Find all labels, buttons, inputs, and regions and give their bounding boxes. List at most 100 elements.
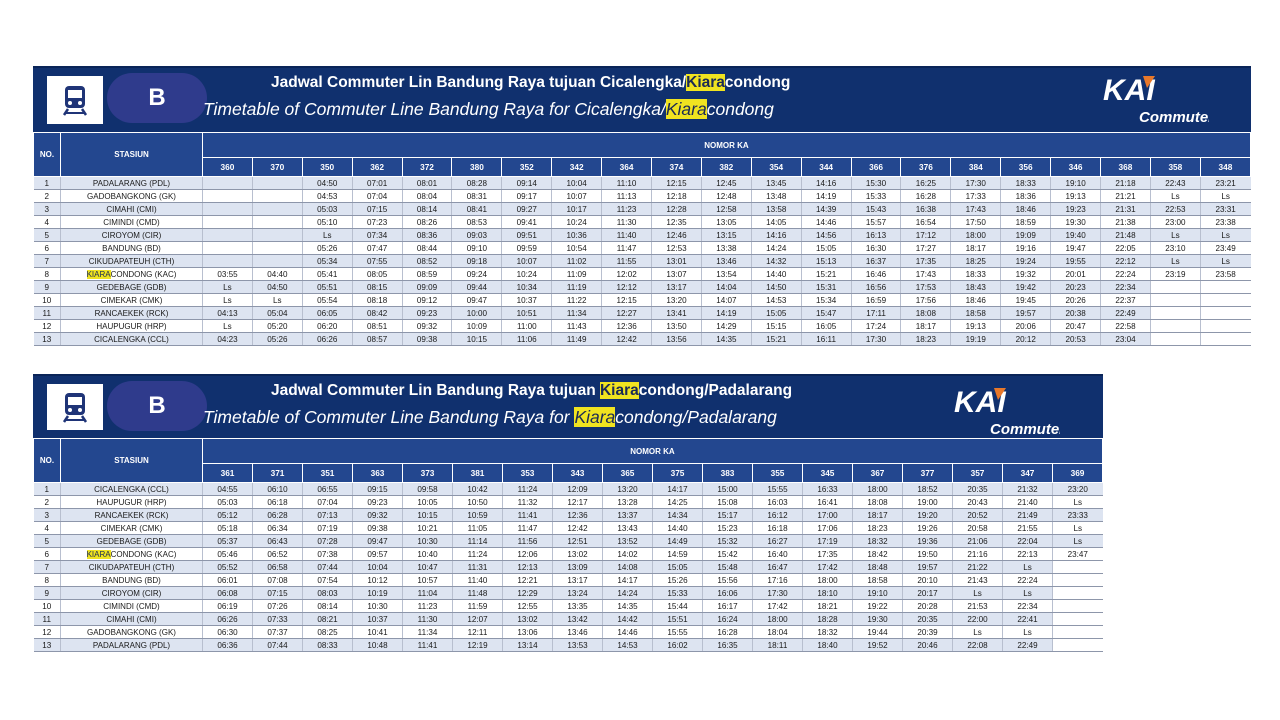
table-row: 12 HAUPUGUR (HRP) Ls 05:20 06:20 08:51 09:32 10… <box>33 319 1251 333</box>
time-cell: 09:44 <box>451 280 502 294</box>
time-cell: 20:35 <box>952 482 1003 496</box>
time-cell: 05:26 <box>251 332 303 346</box>
time-cell: 16:59 <box>850 293 901 307</box>
time-cell: 10:34 <box>501 280 552 294</box>
table-row: 1 CICALENGKA (CCL) 04:55 06:10 06:55 09:15 09:… <box>33 482 1103 496</box>
row-number: 7 <box>33 254 61 268</box>
train-number: 358 <box>1149 157 1201 177</box>
col-stasiun: STASIUN <box>60 132 203 177</box>
time-cell: 18:08 <box>900 306 951 320</box>
time-cell: 08:28 <box>451 176 502 190</box>
table-row: 11 CIMAHI (CMI) 06:26 07:33 08:21 10:37 11:30 1… <box>33 612 1103 626</box>
station-label: GADOBANGKONG (GK) <box>87 627 176 637</box>
time-cell: 22:34 <box>1100 280 1151 294</box>
time-cell: Ls <box>952 586 1003 600</box>
time-cell: 18:42 <box>852 547 903 561</box>
time-cell: 06:20 <box>301 319 353 333</box>
time-cell: 06:10 <box>252 482 303 496</box>
time-cell: Ls <box>202 319 253 333</box>
time-cell: 21:53 <box>952 599 1003 613</box>
time-cell: 11:59 <box>452 599 503 613</box>
time-cell: 12:19 <box>452 638 503 652</box>
time-cell: 06:18 <box>252 495 303 509</box>
time-cell: 08:04 <box>401 189 452 203</box>
timetable-panel-padalarang: B Jadwal Commuter Lin Bandung Raya tujua… <box>33 374 1103 652</box>
train-number: 381 <box>452 463 503 483</box>
time-cell: 10:59 <box>452 508 503 522</box>
time-cell: 10:07 <box>501 254 552 268</box>
time-cell: 07:28 <box>302 534 353 548</box>
time-cell: 18:00 <box>802 573 853 587</box>
train-number: 375 <box>652 463 703 483</box>
time-cell <box>1149 319 1201 333</box>
time-cell: 13:50 <box>651 319 702 333</box>
time-cell: 09:32 <box>352 508 403 522</box>
table-row: 4 CIMINDI (CMD) 05:10 07:23 08:26 08:53 09:41 1… <box>33 215 1251 229</box>
time-cell: 14:40 <box>750 267 802 281</box>
time-cell: 10:51 <box>501 306 552 320</box>
time-cell <box>1052 638 1103 652</box>
station-label: CIMINDI (CMD) <box>103 601 160 611</box>
time-cell: 06:08 <box>202 586 253 600</box>
time-cell: 18:21 <box>802 599 853 613</box>
time-cell <box>251 254 303 268</box>
time-cell: Ls <box>1149 189 1201 203</box>
time-cell: 10:05 <box>402 495 453 509</box>
time-cell: Ls <box>1052 495 1103 509</box>
row-number: 1 <box>33 482 61 496</box>
time-cell: 10:42 <box>452 482 503 496</box>
time-cell: Ls <box>1052 534 1103 548</box>
time-cell: 11:19 <box>551 280 602 294</box>
time-cell: 13:46 <box>552 625 603 639</box>
time-cell: 10:21 <box>402 521 453 535</box>
time-cell: 15:33 <box>652 586 703 600</box>
time-cell: 11:40 <box>452 573 503 587</box>
time-cell: 14:07 <box>700 293 752 307</box>
time-cell: 22:34 <box>1002 599 1053 613</box>
time-cell: 05:37 <box>202 534 253 548</box>
time-cell: Ls <box>1149 254 1201 268</box>
station-highlight: KIARA <box>86 269 111 279</box>
time-cell: 13:01 <box>651 254 702 268</box>
time-cell: 12:07 <box>452 612 503 626</box>
train-number: 384 <box>950 157 1002 177</box>
time-cell: 05:34 <box>301 254 353 268</box>
station-label: PADALARANG (PDL) <box>92 640 171 650</box>
time-cell: 11:56 <box>502 534 553 548</box>
timetable-panel-cicalengka: B Jadwal Commuter Lin Bandung Raya tujua… <box>33 66 1252 346</box>
time-cell: 04:40 <box>251 267 303 281</box>
station-name: PADALARANG (PDL) <box>60 176 203 190</box>
time-cell: 11:30 <box>402 612 453 626</box>
time-cell: 05:52 <box>202 560 253 574</box>
row-number: 11 <box>33 612 61 626</box>
time-cell: 21:06 <box>952 534 1003 548</box>
time-cell: 22:00 <box>952 612 1003 626</box>
time-cell: 14:17 <box>602 573 653 587</box>
time-cell: 11:47 <box>601 241 652 255</box>
table-row: 7 CIKUDAPATEUH (CTH) 05:52 06:58 07:44 10:04 1… <box>33 560 1103 574</box>
time-cell: 16:03 <box>752 495 803 509</box>
time-cell: 06:58 <box>252 560 303 574</box>
time-cell: 10:15 <box>451 332 502 346</box>
table-row: 6 KIARACONDONG (KAC) 05:46 06:52 07:38 09:57 1… <box>33 547 1103 561</box>
time-cell: 09:03 <box>451 228 502 242</box>
time-cell <box>202 189 253 203</box>
time-cell: 14:46 <box>602 625 653 639</box>
time-cell: Ls <box>1199 254 1251 268</box>
time-cell: 10:09 <box>451 319 502 333</box>
title-english: Timetable of Commuter Line Bandung Raya … <box>203 407 777 427</box>
time-cell: 08:15 <box>351 280 403 294</box>
time-cell: 07:19 <box>302 521 353 535</box>
table-row: 7 CIKUDAPATEUH (CTH) 05:34 07:55 08:52 09:18 1… <box>33 254 1251 268</box>
time-cell: 17:12 <box>900 228 951 242</box>
train-number: 373 <box>402 463 453 483</box>
station-label: GEDEBAGE (GDB) <box>96 282 167 292</box>
time-cell: 20:12 <box>1000 332 1051 346</box>
time-cell: 22:49 <box>1100 306 1151 320</box>
time-cell: 09:38 <box>401 332 452 346</box>
time-cell: 21:16 <box>952 547 1003 561</box>
time-cell: 09:58 <box>402 482 453 496</box>
time-cell: 10:57 <box>402 573 453 587</box>
time-cell: 18:36 <box>1000 189 1051 203</box>
time-cell: 13:58 <box>750 202 802 216</box>
